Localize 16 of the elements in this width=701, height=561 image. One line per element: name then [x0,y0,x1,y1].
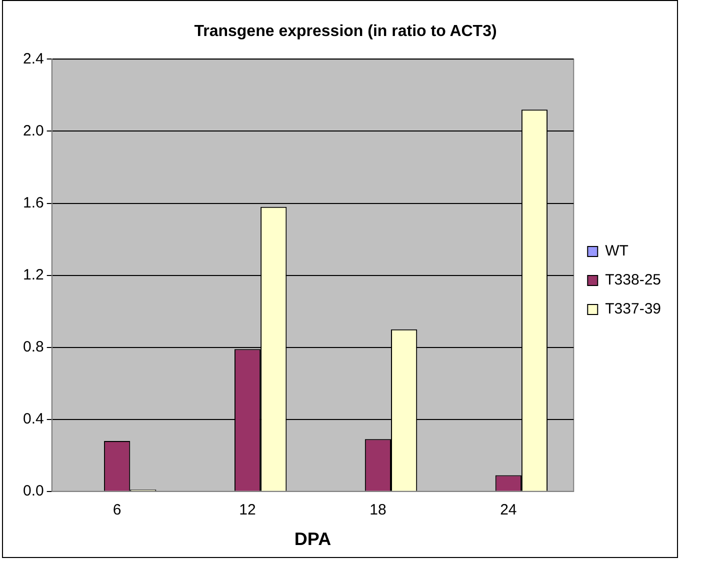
y-tick-label: 2.0 [22,122,44,140]
y-tick-label: 2.4 [22,50,44,68]
y-tick-label: 1.6 [22,194,44,212]
x-tick-label: 6 [112,502,122,519]
x-tick-label: 18 [370,502,386,519]
x-axis-title: DPA [294,529,332,550]
y-tick-label: 0.4 [22,410,44,428]
y-tick-label: 1.2 [22,266,44,284]
legend-label: T337-39 [605,300,662,318]
legend-label: T338-25 [605,272,662,289]
x-tick-label: 12 [239,502,256,519]
y-tick-label: 0.0 [22,482,44,500]
y-tick-label: 0.8 [22,338,44,356]
x-tick-label: 24 [500,502,517,519]
legend-label: WT [605,242,628,260]
chart-title: Transgene expression (in ratio to ACT3) [194,23,497,40]
